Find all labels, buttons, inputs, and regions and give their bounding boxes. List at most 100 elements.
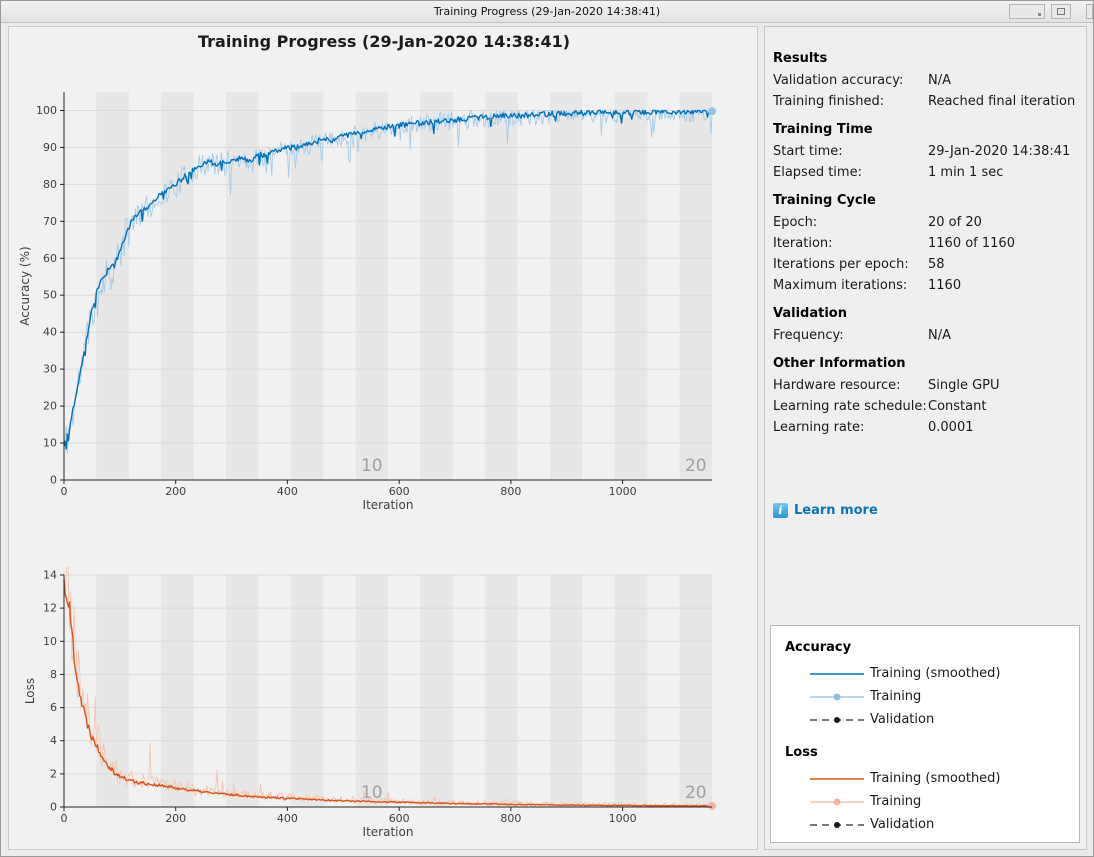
legend-entry-label: Training (smoothed): [870, 771, 1001, 786]
y-tick-label: 14: [43, 569, 57, 582]
legend-sample-solid: [810, 672, 864, 675]
epoch-band: [420, 92, 453, 480]
epoch-band: [355, 92, 388, 480]
x-tick-label: 600: [389, 812, 410, 825]
epoch-band: [355, 575, 388, 807]
info-row-label: Iteration:: [773, 236, 833, 251]
epoch-band: [550, 92, 583, 480]
x-tick-label: 400: [277, 812, 298, 825]
legend-entry-label: Training: [870, 689, 922, 704]
series-training-raw: [63, 567, 713, 808]
y-tick-label: 2: [50, 767, 57, 780]
x-tick-label: 0: [61, 812, 68, 825]
info-row-value: 1 min 1 sec: [928, 165, 1004, 180]
y-tick-label: 4: [50, 734, 57, 747]
info-row: Learning rate: 0.0001: [773, 417, 1076, 438]
y-tick-label: 12: [43, 602, 57, 615]
x-axis-label: Iteration: [363, 825, 414, 839]
epoch-band: [161, 92, 194, 480]
y-axis-label: Loss: [23, 678, 37, 704]
y-tick-label: 0: [50, 474, 57, 487]
learn-more-link[interactable]: i Learn more: [773, 501, 878, 519]
epoch-band: [96, 92, 129, 480]
window-menu-button[interactable]: [1009, 4, 1045, 19]
legend-group-title: Loss: [785, 745, 818, 760]
epoch-band: [614, 92, 648, 480]
legend-entry-label: Validation: [870, 817, 935, 832]
epoch-band: [550, 575, 583, 807]
legend-entry: Training: [808, 790, 1079, 813]
info-row-value: Single GPU: [928, 378, 1000, 393]
x-tick-label: 800: [500, 485, 521, 498]
legend-entry-label: Validation: [870, 712, 935, 727]
undock-button[interactable]: [1051, 4, 1071, 19]
section-header: Training Cycle: [773, 193, 876, 208]
info-row: Frequency: N/A: [773, 325, 1076, 346]
legend-sample-dashed-marker: [810, 821, 864, 828]
legend-entry: Training: [808, 685, 1079, 708]
epoch-band: [420, 575, 453, 807]
epoch-band: [226, 92, 259, 480]
info-row-value: 1160: [928, 278, 962, 293]
y-tick-label: 8: [50, 668, 57, 681]
epoch-band: [679, 575, 712, 807]
epoch-band: [226, 575, 259, 807]
titlebar: Training Progress (29-Jan-2020 14:38:41): [1, 1, 1093, 23]
epoch-band: [161, 575, 194, 807]
y-tick-label: 60: [43, 252, 57, 265]
legend-entry: Validation: [808, 708, 1079, 731]
info-row-value: Constant: [928, 399, 987, 414]
current-iteration-marker: [708, 802, 716, 810]
x-tick-label: 800: [500, 812, 521, 825]
x-tick-label: 0: [61, 485, 68, 498]
info-row-value: 1160 of 1160: [928, 236, 1015, 251]
legend-entry: Training (smoothed): [808, 662, 1079, 685]
legend-panel: Accuracy Training (smoothed) Training Valid…: [770, 625, 1080, 843]
epoch-band: [485, 92, 518, 480]
legend-entry-label: Training: [870, 794, 922, 809]
info-sections: Results Validation accuracy: N/A Training f…: [765, 27, 1086, 438]
y-tick-label: 6: [50, 701, 57, 714]
info-icon: i: [773, 502, 788, 518]
epoch-band: [290, 575, 324, 807]
section-header: Results: [773, 51, 828, 66]
x-tick-label: 200: [165, 485, 186, 498]
y-tick-label: 30: [43, 363, 57, 376]
y-tick-label: 100: [36, 104, 57, 117]
info-row-value: Reached final iteration: [928, 94, 1076, 109]
info-row-label: Iterations per epoch:: [773, 257, 909, 272]
info-row: Iteration: 1160 of 1160: [773, 233, 1076, 254]
epoch-band: [485, 575, 518, 807]
y-tick-label: 90: [43, 141, 57, 154]
info-row: Maximum iterations: 1160: [773, 275, 1076, 296]
y-tick-label: 10: [43, 635, 57, 648]
series-training-smoothed: [63, 109, 713, 450]
info-row: Epoch: 20 of 20: [773, 212, 1076, 233]
legend-entry-label: Training (smoothed): [870, 666, 1001, 681]
info-row-label: Learning rate schedule:: [773, 399, 927, 414]
legend-sample-marker: [810, 693, 864, 700]
y-tick-label: 20: [43, 400, 57, 413]
legend-group: Loss Training (smoothed) Training Validatio…: [785, 743, 1079, 836]
x-tick-label: 600: [389, 485, 410, 498]
titlebar-edge-button[interactable]: [1086, 4, 1093, 19]
undock-icon: [1057, 8, 1065, 15]
info-row: Training finished: Reached final iteratio…: [773, 91, 1076, 112]
info-row: Hardware resource: Single GPU: [773, 375, 1076, 396]
y-axis-label: Accuracy (%): [18, 246, 32, 325]
info-row-label: Frequency:: [773, 328, 844, 343]
x-tick-label: 400: [277, 485, 298, 498]
legend-group: Accuracy Training (smoothed) Training Valid…: [785, 638, 1079, 731]
info-row: Iterations per epoch: 58: [773, 254, 1076, 275]
x-tick-label: 200: [165, 812, 186, 825]
epoch-band: [679, 92, 712, 480]
info-row: Validation accuracy: N/A: [773, 70, 1076, 91]
info-row-label: Training finished:: [773, 94, 885, 109]
epoch-band: [96, 575, 129, 807]
series-training-smoothed: [63, 579, 713, 807]
window-menu-icon: [1038, 13, 1041, 16]
figure-panel: Training Progress (29-Jan-2020 14:38:41)…: [8, 26, 758, 850]
